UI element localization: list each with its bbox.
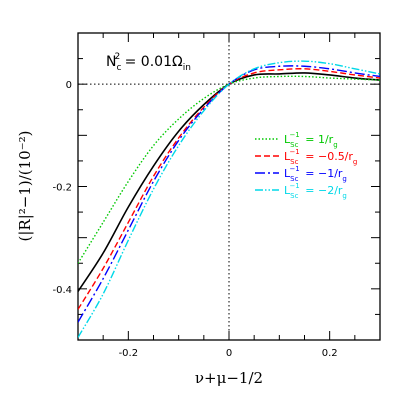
series-layer: [78, 60, 380, 338]
y-tick-label: -0.2: [52, 183, 72, 194]
legend-label-4: LSc−1 = −2/rg: [284, 182, 347, 200]
x-tick-label: -0.2: [119, 348, 139, 359]
axis-ticks: -0.2 0 0.2 0 -0.2 -0.4: [52, 32, 381, 359]
x-tick-label: 0.2: [322, 348, 338, 359]
x-axis-label: ν+μ−1/2: [195, 369, 263, 387]
series-line-1: [78, 75, 380, 264]
legend-label-3: LSc−1 = −1/rg: [284, 165, 347, 183]
series-line-4: [78, 60, 380, 338]
legend-label-1: LSc−1 = 1/rg: [284, 131, 338, 149]
y-tick-label: 0: [66, 80, 72, 91]
x-tick-label: 0: [226, 348, 232, 359]
y-tick-label: -0.4: [52, 285, 72, 296]
y-axis-label: (|R|²−1)/(10⁻²): [16, 130, 34, 241]
legend-label-2: LSc−1 = −0.5/rg: [284, 148, 357, 166]
parameter-annotation: Nc2 = 0.01Ωin: [106, 52, 191, 73]
